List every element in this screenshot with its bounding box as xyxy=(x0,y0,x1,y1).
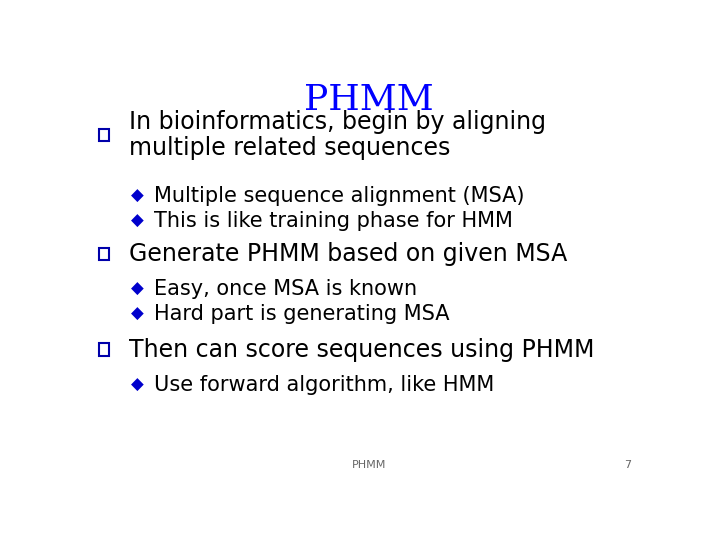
Text: PHMM: PHMM xyxy=(304,83,434,117)
Text: Use forward algorithm, like HMM: Use forward algorithm, like HMM xyxy=(154,375,495,395)
Text: ◆: ◆ xyxy=(131,376,144,394)
Text: ◆: ◆ xyxy=(131,280,144,298)
Bar xyxy=(99,248,109,260)
Text: multiple related sequences: multiple related sequences xyxy=(129,136,451,160)
Bar xyxy=(99,343,109,356)
Text: ◆: ◆ xyxy=(131,187,144,205)
Text: ◆: ◆ xyxy=(131,305,144,323)
Text: Multiple sequence alignment (MSA): Multiple sequence alignment (MSA) xyxy=(154,186,525,206)
Text: In bioinformatics, begin by aligning: In bioinformatics, begin by aligning xyxy=(129,110,546,134)
Text: PHMM: PHMM xyxy=(352,460,386,470)
Text: This is like training phase for HMM: This is like training phase for HMM xyxy=(154,211,513,231)
Text: 7: 7 xyxy=(624,460,631,470)
Text: Easy, once MSA is known: Easy, once MSA is known xyxy=(154,279,418,299)
Text: Hard part is generating MSA: Hard part is generating MSA xyxy=(154,304,450,325)
Bar xyxy=(99,129,109,141)
Text: Generate PHMM based on given MSA: Generate PHMM based on given MSA xyxy=(129,242,567,266)
Text: ◆: ◆ xyxy=(131,212,144,230)
Text: Then can score sequences using PHMM: Then can score sequences using PHMM xyxy=(129,338,595,362)
